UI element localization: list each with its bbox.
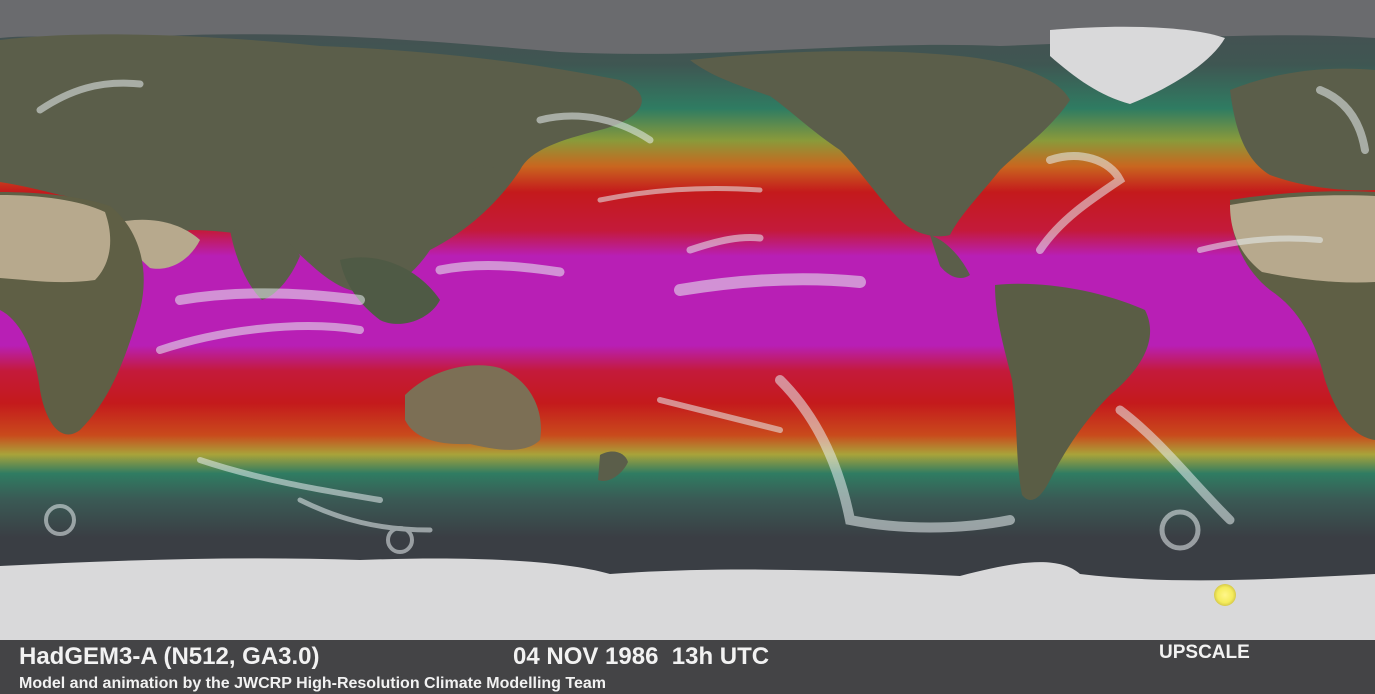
cloud-layer [36,79,1369,554]
sun-position-marker [1214,584,1236,606]
world-map [0,0,1375,640]
land-japan [470,165,501,212]
antarctic-ice [0,558,1375,640]
arctic-ice [0,0,1375,54]
land-greenland [1050,26,1225,105]
model-title: HadGEM3-A (N512, GA3.0) [19,643,320,670]
land-new-zealand [598,451,628,481]
land-north-america [690,51,1070,237]
land-australia [405,365,541,450]
land-india [230,229,300,300]
land-central-america [930,235,970,279]
credit-line: Model and animation by the JWCRP High-Re… [19,675,606,692]
caption-bar: HadGEM3-A (N512, GA3.0) 04 NOV 1986 13h … [0,640,1375,694]
land-se-asia [340,257,440,324]
simulation-timestamp: 04 NOV 1986 13h UTC [513,643,770,670]
project-label: UPSCALE [1159,642,1250,663]
land-south-america [995,283,1151,500]
land-sahara-west [0,195,111,283]
